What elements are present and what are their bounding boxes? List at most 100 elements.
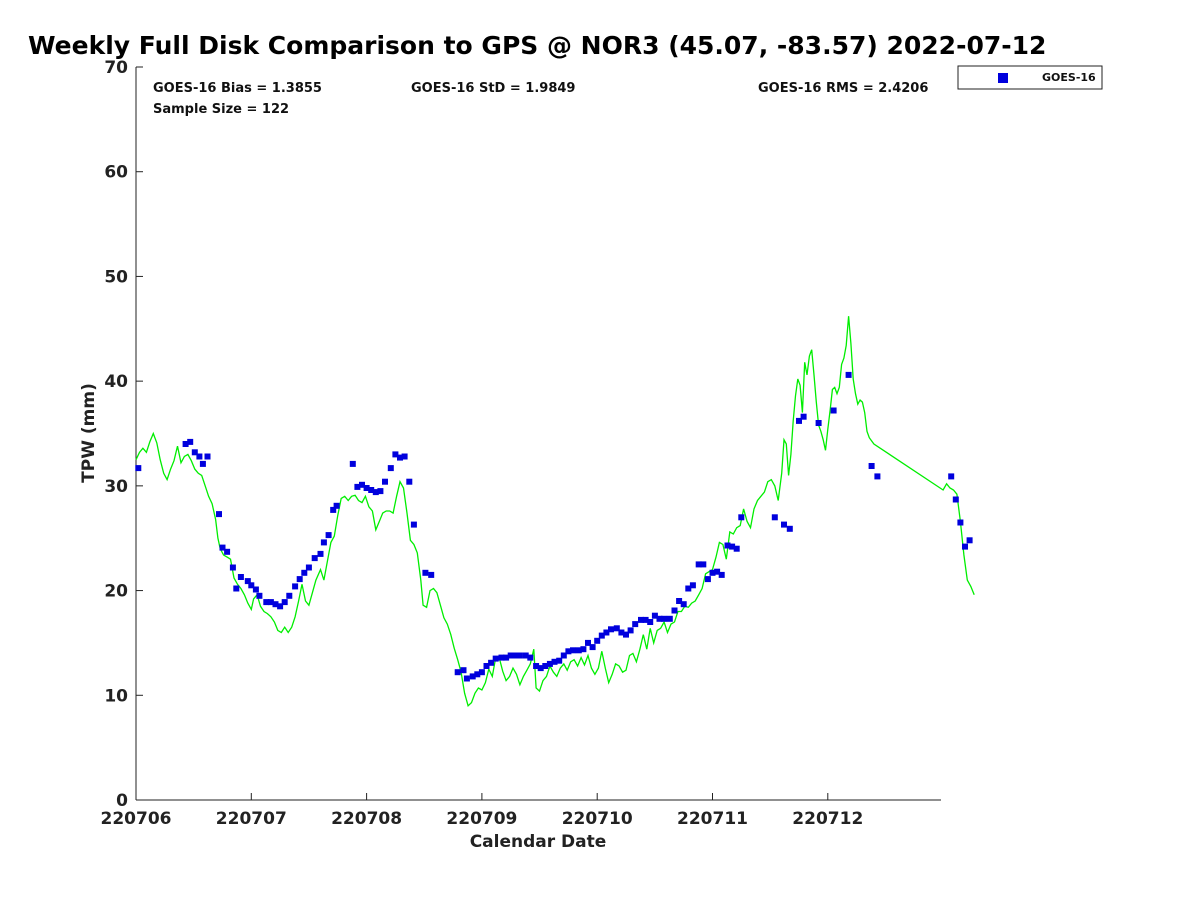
goes-16-point: [368, 487, 375, 493]
goes-16-point: [349, 460, 356, 467]
goes-16-point: [603, 629, 610, 636]
std-stat: GOES-16 StD = 1.9849: [411, 81, 575, 96]
goes-16-point: [656, 615, 663, 622]
goes-16-point: [874, 473, 881, 480]
goes-16-point: [305, 564, 312, 571]
goes-16-point: [492, 655, 499, 662]
goes-16-point: [598, 632, 605, 639]
goes-16-point: [966, 537, 973, 544]
goes-16-point: [962, 543, 968, 550]
goes-16-point: [359, 481, 365, 488]
goes-16-point: [704, 576, 711, 583]
goes-16-point: [533, 663, 540, 669]
y-tick-label: 0: [116, 791, 128, 811]
goes-16-series: [135, 371, 973, 682]
goes-16-point: [666, 615, 673, 622]
goes-16-point: [556, 657, 563, 664]
goes-16-point: [594, 637, 601, 644]
goes-16-point: [948, 473, 955, 480]
goes-16-point: [469, 673, 476, 680]
goes-16-point: [952, 496, 959, 503]
goes-16-point: [618, 629, 625, 636]
goes-16-point: [325, 532, 332, 539]
goes-16-point: [830, 407, 837, 414]
goes-16-point: [256, 592, 263, 599]
goes-16-point: [781, 521, 787, 528]
goes-16-point: [333, 502, 340, 509]
goes-16-point: [392, 451, 399, 458]
goes-16-point: [733, 545, 740, 552]
goes-16-point: [401, 453, 408, 460]
goes-16-point: [608, 626, 614, 633]
goes-16-point: [237, 574, 244, 580]
goes-16-point: [272, 601, 279, 608]
goes-16-point: [286, 592, 293, 599]
goes-16-point: [296, 576, 303, 583]
goes-16-point: [463, 675, 470, 682]
goes-16-point: [638, 616, 644, 623]
goes-16-point: [815, 420, 822, 426]
goes-16-point: [729, 543, 736, 550]
goes-16-point: [671, 607, 678, 614]
goes-16-point: [661, 615, 668, 622]
goes-16-point: [460, 667, 467, 674]
x-tick-label: 220707: [216, 809, 287, 829]
goes-16-point: [546, 660, 553, 667]
goes-16-point: [196, 453, 203, 460]
goes-16-point: [488, 659, 495, 666]
goes-16-point: [320, 539, 327, 546]
goes-16-point: [224, 548, 231, 555]
y-tick-label: 70: [104, 58, 128, 78]
x-tick-label: 220712: [792, 809, 863, 829]
goes-16-point: [135, 465, 142, 472]
goes-16-point: [868, 463, 875, 469]
goes-16-point: [219, 544, 226, 551]
goes-16-point: [410, 521, 417, 528]
goes-16-point: [377, 488, 384, 495]
legend: GOES-16: [957, 65, 1103, 90]
goes-16-point: [516, 652, 523, 659]
goes-16-point: [542, 663, 549, 669]
goes-16-point: [330, 506, 337, 513]
goes-16-point: [685, 585, 692, 592]
goes-16-point: [651, 612, 658, 619]
goes-16-point: [372, 489, 379, 496]
y-axis-ticks: 0 10 20 30 40 50 60 70: [104, 58, 143, 811]
y-tick-label: 60: [104, 163, 128, 183]
legend-label-goes-16: GOES-16: [1042, 71, 1096, 84]
goes-16-point: [512, 652, 519, 659]
goes-16-point: [248, 582, 255, 589]
goes-16-point: [632, 621, 639, 628]
goes-16-point: [229, 564, 236, 571]
goes-16-point: [311, 555, 318, 562]
goes-16-point: [642, 616, 649, 623]
goes-16-point: [845, 371, 852, 378]
goes-16-point: [428, 571, 435, 578]
goes-16-point: [796, 417, 802, 424]
goes-16-point: [786, 525, 793, 532]
x-tick-label: 220710: [562, 809, 633, 829]
goes-16-point: [387, 465, 394, 472]
goes-16-point: [565, 648, 572, 655]
y-tick-label: 10: [104, 686, 128, 706]
goes-16-point: [263, 599, 270, 606]
goes-16-point: [354, 483, 361, 490]
goes-16-point: [570, 647, 576, 654]
bias-stat: GOES-16 Bias = 1.3855: [153, 81, 322, 96]
goes-16-point: [382, 478, 388, 485]
goes-16-point: [589, 644, 596, 651]
goes-16-point: [527, 654, 534, 661]
goes-16-point: [738, 514, 745, 521]
y-tick-label: 30: [104, 477, 128, 497]
goes-16-point: [585, 639, 591, 646]
goes-16-point: [478, 669, 485, 676]
goes-16-point: [454, 669, 461, 676]
goes-16-point: [700, 561, 707, 568]
goes-16-point: [187, 438, 194, 445]
goes-16-point: [267, 599, 274, 606]
goes-16-point: [301, 569, 308, 576]
chart-title: Weekly Full Disk Comparison to GPS @ NOR…: [28, 31, 1046, 60]
goes-16-point: [204, 453, 211, 460]
x-tick-label: 220709: [446, 809, 517, 829]
goes-16-point: [503, 654, 510, 661]
